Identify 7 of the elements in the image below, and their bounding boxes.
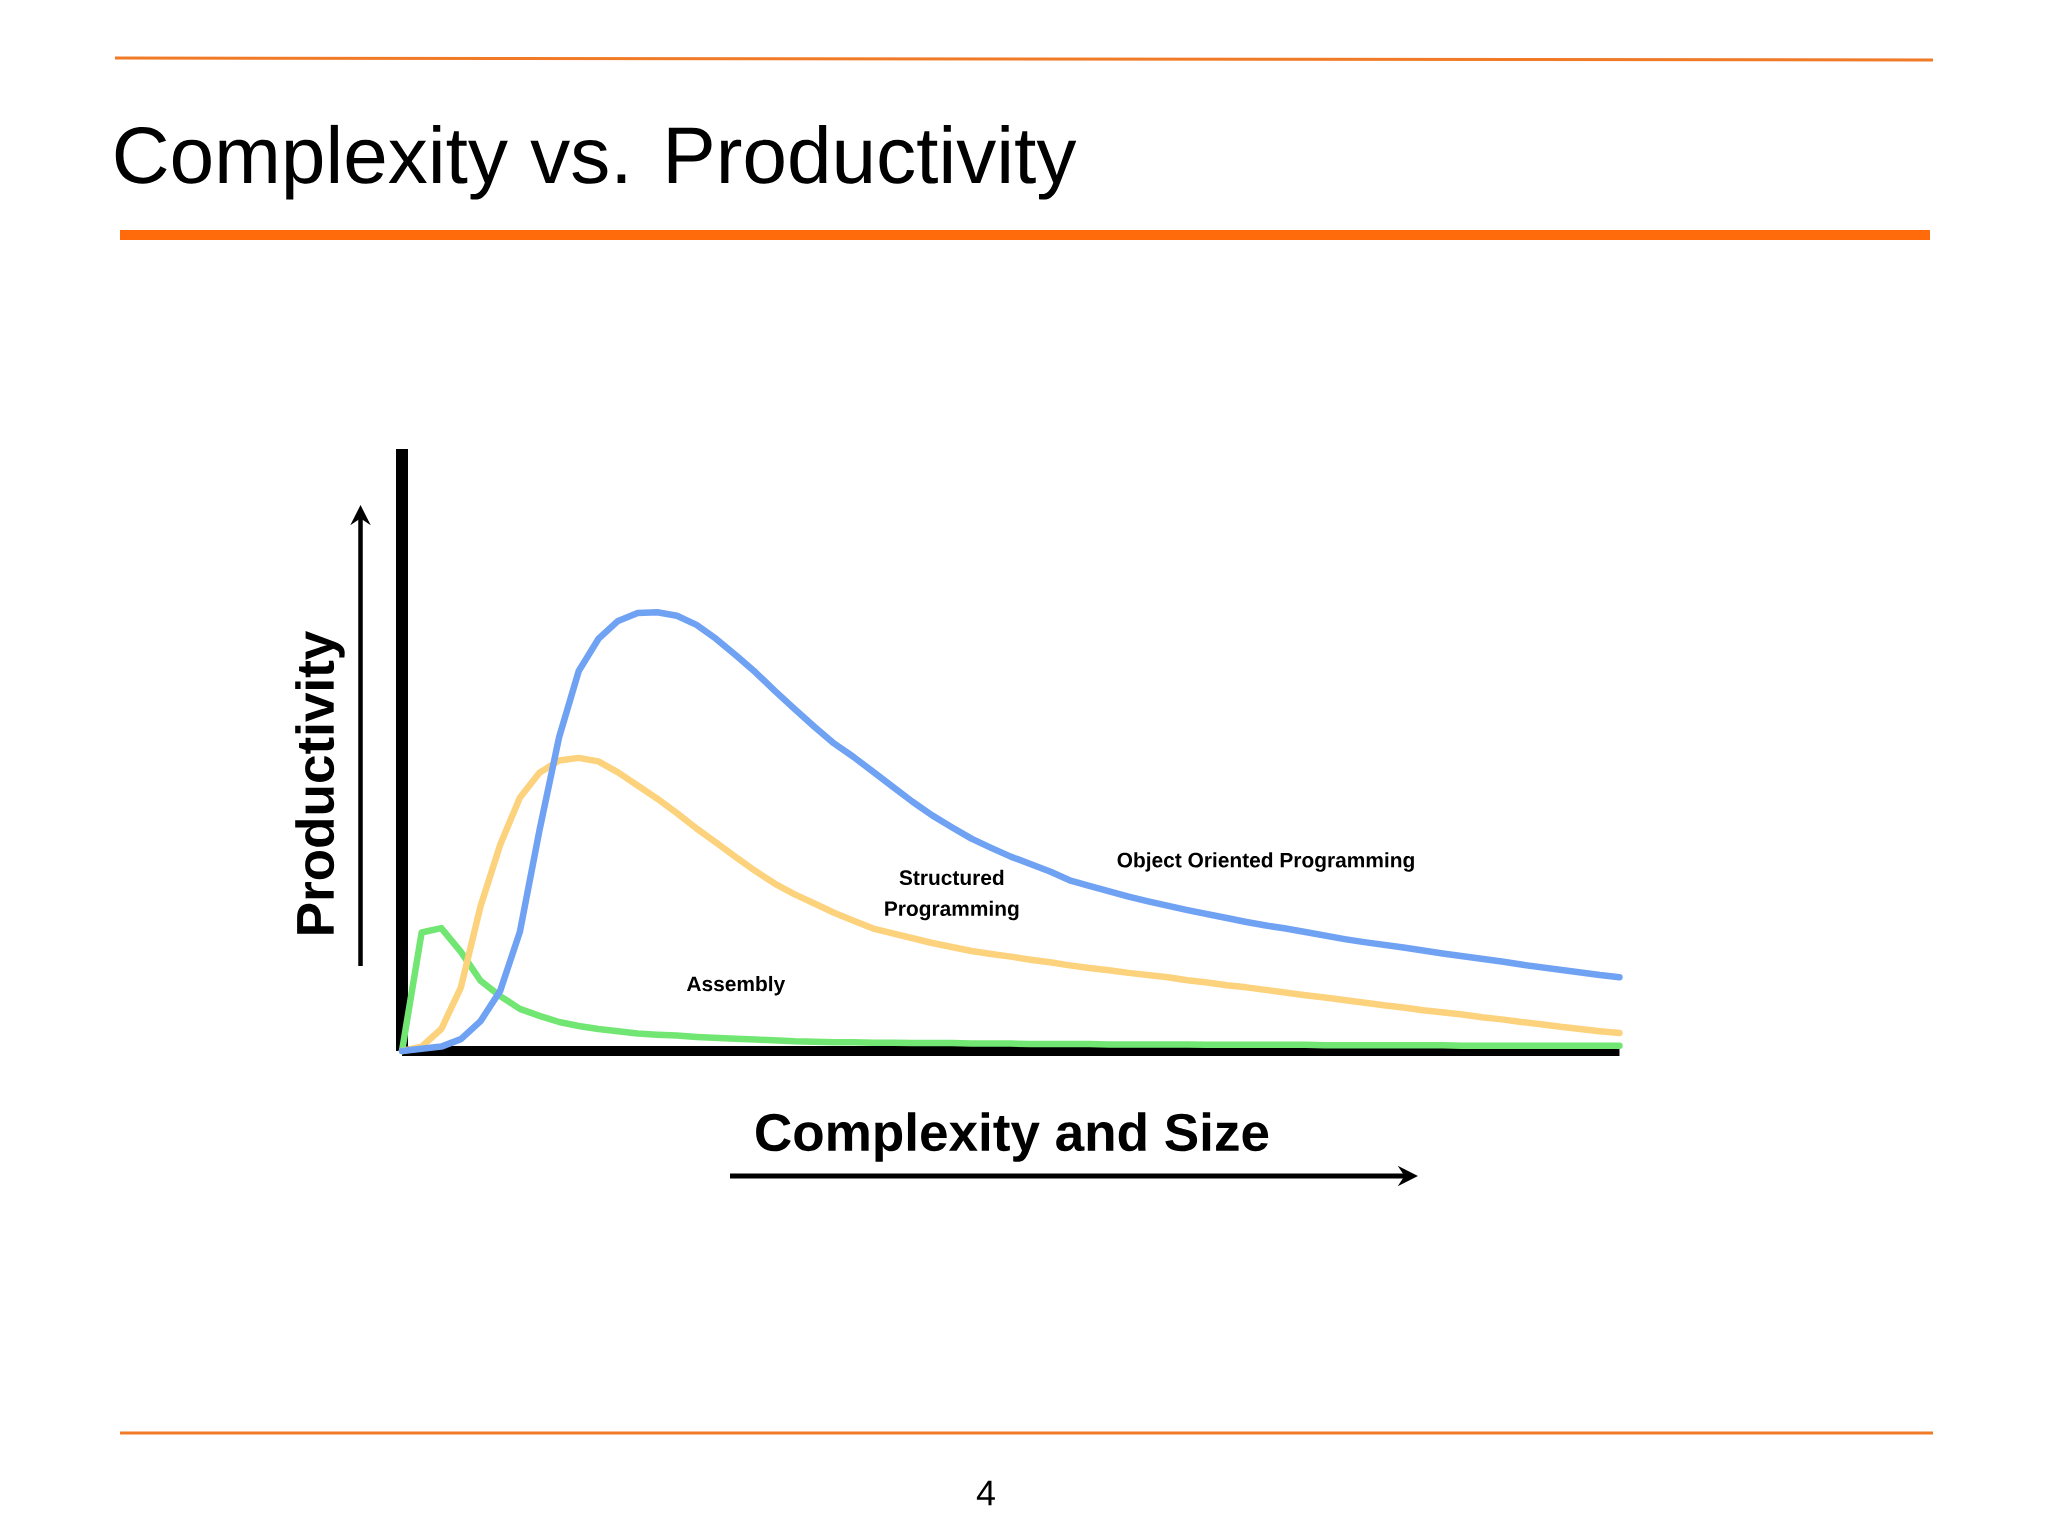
x-axis-title: Complexity and Size [756, 1112, 1269, 1162]
series-label: Object Oriented Programming [1117, 852, 1414, 872]
series-label: Assembly [686, 975, 786, 996]
y-axis-title: Productivity [295, 630, 345, 934]
text: 4 [976, 1480, 995, 1506]
series-label: Structured Programming [885, 869, 1019, 921]
chart-title: Complexity vs. Productivity [115, 124, 1077, 200]
